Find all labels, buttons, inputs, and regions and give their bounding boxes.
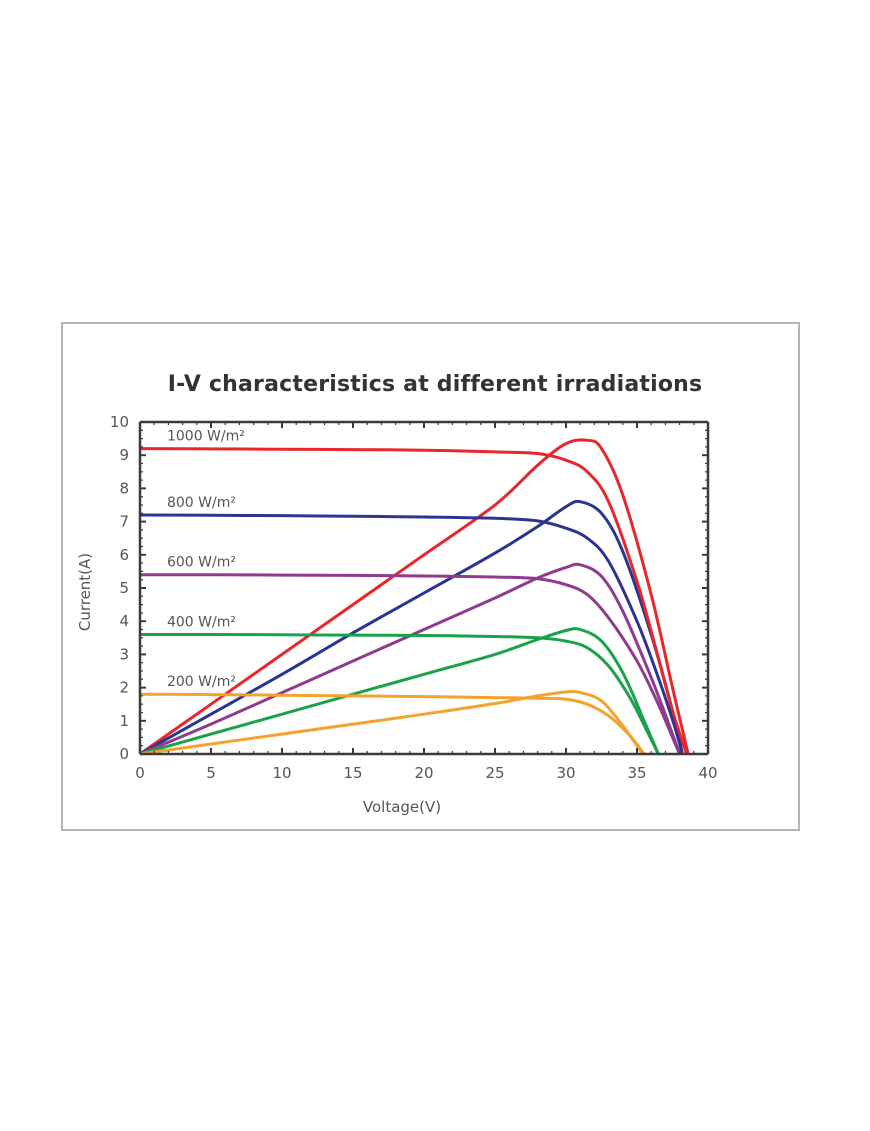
y-tick-label: 0 [119, 745, 129, 763]
series-label-0: 1000 W/m² [167, 429, 245, 445]
series-label-2: 600 W/m² [167, 555, 236, 571]
y-tick-label: 10 [110, 413, 129, 431]
x-tick-label: 30 [556, 764, 575, 782]
power-curve-3 [139, 627, 660, 756]
y-tick-label: 9 [119, 446, 129, 464]
chart-title: I-V characteristics at different irradia… [167, 372, 703, 397]
x-tick-label: 40 [698, 764, 717, 782]
curve-layer [139, 438, 690, 756]
y-tick-label: 1 [119, 712, 129, 730]
y-axis-label: Current(A) [76, 553, 94, 631]
y-tick-label: 6 [119, 546, 129, 564]
power-curve-1 [139, 499, 684, 756]
y-tick-label: 4 [119, 612, 129, 630]
y-tick-label: 7 [119, 513, 129, 531]
power-curve-2 [139, 562, 682, 756]
x-axis-label: Voltage(V) [363, 798, 441, 816]
iv-curve-3 [139, 632, 660, 755]
label-layer: 1000 W/m² 800 W/m² 600 W/m² 400 W/m² 200 W/m… [167, 429, 245, 691]
x-tick-label: 10 [272, 764, 291, 782]
power-curve-4 [139, 690, 644, 756]
x-tick-label: 25 [485, 764, 504, 782]
series-label-4: 200 W/m² [167, 674, 236, 690]
iv-curve-2 [139, 573, 681, 755]
series-label-1: 800 W/m² [167, 495, 236, 511]
series-label-3: 400 W/m² [167, 614, 236, 630]
y-tick-label: 2 [119, 679, 129, 697]
y-tick-label: 8 [119, 479, 129, 497]
x-tick-label: 15 [343, 764, 362, 782]
axes-layer: 0 5 10 15 20 25 30 35 40 0 1 2 3 4 5 6 7 8 9 10 [110, 413, 718, 782]
iv-curve-0 [139, 447, 689, 755]
y-tick-label: 5 [119, 579, 129, 597]
x-tick-label: 20 [414, 764, 433, 782]
power-curve-0 [139, 438, 690, 756]
y-tick-label: 3 [119, 645, 129, 663]
iv-curve-1 [139, 513, 684, 755]
x-tick-label: 5 [206, 764, 216, 782]
x-tick-label: 35 [627, 764, 646, 782]
x-tick-label: 0 [135, 764, 145, 782]
iv-curve-4 [139, 692, 646, 755]
